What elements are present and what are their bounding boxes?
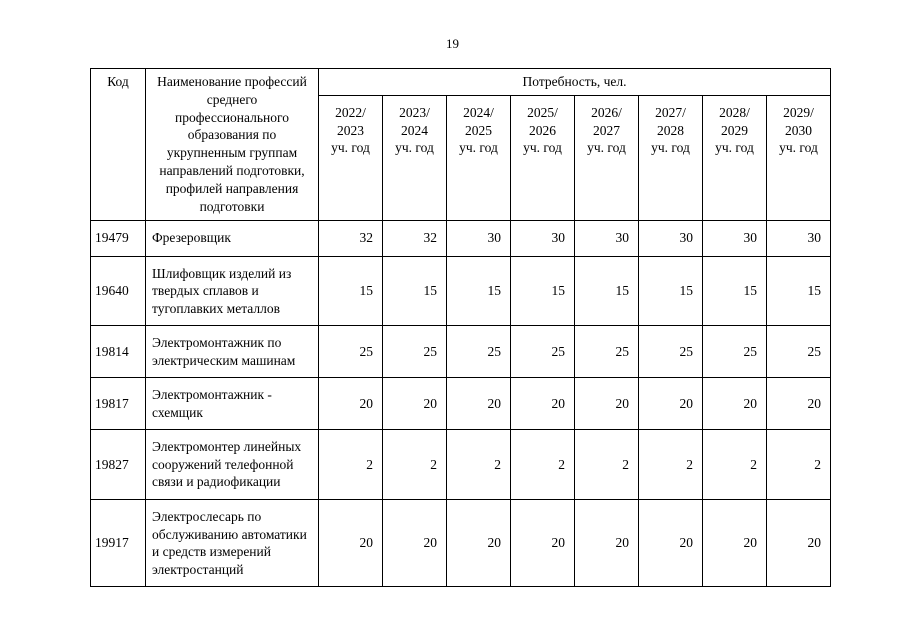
- demand-value: 2: [446, 429, 511, 500]
- demand-value: 25: [510, 325, 575, 379]
- year-header: 2027/ 2028 уч. год: [638, 94, 703, 221]
- table-row: 19640 Шлифовщик изделий из твердых сплаво…: [90, 255, 831, 327]
- header-row-top: Код Наименование профессий среднего проф…: [90, 68, 831, 221]
- profession-code: 19917: [90, 498, 146, 588]
- demand-value: 20: [702, 377, 767, 431]
- demand-value: 25: [702, 325, 767, 379]
- demand-value: 2: [574, 429, 639, 500]
- demand-value: 20: [318, 377, 383, 431]
- page-number: 19: [446, 36, 459, 51]
- demand-value: 32: [318, 219, 383, 257]
- demand-value: 25: [382, 325, 447, 379]
- table-header: Код Наименование профессий среднего проф…: [90, 68, 831, 221]
- demand-value: 2: [318, 429, 383, 500]
- demand-value: 25: [638, 325, 703, 379]
- year-header: 2028/ 2029 уч. год: [702, 94, 767, 221]
- demand-value: 30: [766, 219, 831, 257]
- profession-name: Шлифовщик изделий из твердых сплавов и т…: [145, 255, 319, 327]
- demand-value: 20: [382, 377, 447, 431]
- demand-value: 20: [510, 377, 575, 431]
- demand-value: 30: [510, 219, 575, 257]
- demand-value: 20: [382, 498, 447, 588]
- profession-code: 19640: [90, 255, 146, 327]
- demand-value: 2: [766, 429, 831, 500]
- demand-value: 15: [766, 255, 831, 327]
- year-header: 2029/ 2030 уч. год: [766, 94, 831, 221]
- demand-value: 25: [766, 325, 831, 379]
- col-header-code: Код: [90, 68, 146, 221]
- profession-name: Электромонтажник - схемщик: [145, 377, 319, 431]
- demand-value: 25: [574, 325, 639, 379]
- demand-value: 20: [702, 498, 767, 588]
- demand-value: 20: [574, 498, 639, 588]
- profession-code: 19827: [90, 429, 146, 500]
- demand-value: 32: [382, 219, 447, 257]
- demand-value: 20: [446, 498, 511, 588]
- table-body: 19479 Фрезеровщик 32 32 30 30 30 30 30 30 19640 Шли…: [90, 219, 831, 588]
- demand-value: 15: [510, 255, 575, 327]
- demand-value: 2: [382, 429, 447, 500]
- demand-value: 2: [510, 429, 575, 500]
- demand-value: 25: [318, 325, 383, 379]
- demand-value: 20: [574, 377, 639, 431]
- demand-value: 15: [382, 255, 447, 327]
- year-header: 2022/ 2023 уч. год: [318, 94, 383, 221]
- demand-value: 15: [574, 255, 639, 327]
- demand-value: 20: [766, 498, 831, 588]
- profession-name: Электромонтажник по электрическим машина…: [145, 325, 319, 379]
- demand-value: 20: [446, 377, 511, 431]
- demand-value: 30: [574, 219, 639, 257]
- demand-value: 2: [702, 429, 767, 500]
- year-header: 2025/ 2026 уч. год: [510, 94, 575, 221]
- table-row: 19814 Электромонтажник по электрическим м…: [90, 325, 831, 379]
- profession-name: Фрезеровщик: [145, 219, 319, 257]
- demand-value: 15: [702, 255, 767, 327]
- demand-value: 20: [318, 498, 383, 588]
- year-header: 2024/ 2025 уч. год: [446, 94, 511, 221]
- demand-value: 2: [638, 429, 703, 500]
- profession-code: 19814: [90, 325, 146, 379]
- table-row: 19827 Электромонтер линейных сооружений т…: [90, 429, 831, 500]
- year-header: 2026/ 2027 уч. год: [574, 94, 639, 221]
- profession-name: Электрослесарь по обслуживанию автоматик…: [145, 498, 319, 588]
- table-row: 19479 Фрезеровщик 32 32 30 30 30 30 30 30: [90, 219, 831, 257]
- demand-value: 15: [446, 255, 511, 327]
- demand-value: 15: [318, 255, 383, 327]
- profession-name: Электромонтер линейных сооружений телефо…: [145, 429, 319, 500]
- demand-value: 20: [766, 377, 831, 431]
- profession-code: 19817: [90, 377, 146, 431]
- demand-value: 30: [702, 219, 767, 257]
- demand-table: Код Наименование профессий среднего проф…: [90, 68, 831, 588]
- year-header: 2023/ 2024 уч. год: [382, 94, 447, 221]
- demand-value: 20: [638, 498, 703, 588]
- demand-value: 15: [638, 255, 703, 327]
- table-row: 19917 Электрослесарь по обслуживанию авто…: [90, 498, 831, 588]
- demand-value: 20: [638, 377, 703, 431]
- col-header-demand: Потребность, чел.: [318, 68, 831, 96]
- col-header-name: Наименование профессий среднего професси…: [145, 68, 319, 221]
- profession-code: 19479: [90, 219, 146, 257]
- demand-value: 25: [446, 325, 511, 379]
- demand-value: 30: [446, 219, 511, 257]
- demand-value: 20: [510, 498, 575, 588]
- table-row: 19817 Электромонтажник - схемщик 20 20 20 20 2…: [90, 377, 831, 431]
- demand-value: 30: [638, 219, 703, 257]
